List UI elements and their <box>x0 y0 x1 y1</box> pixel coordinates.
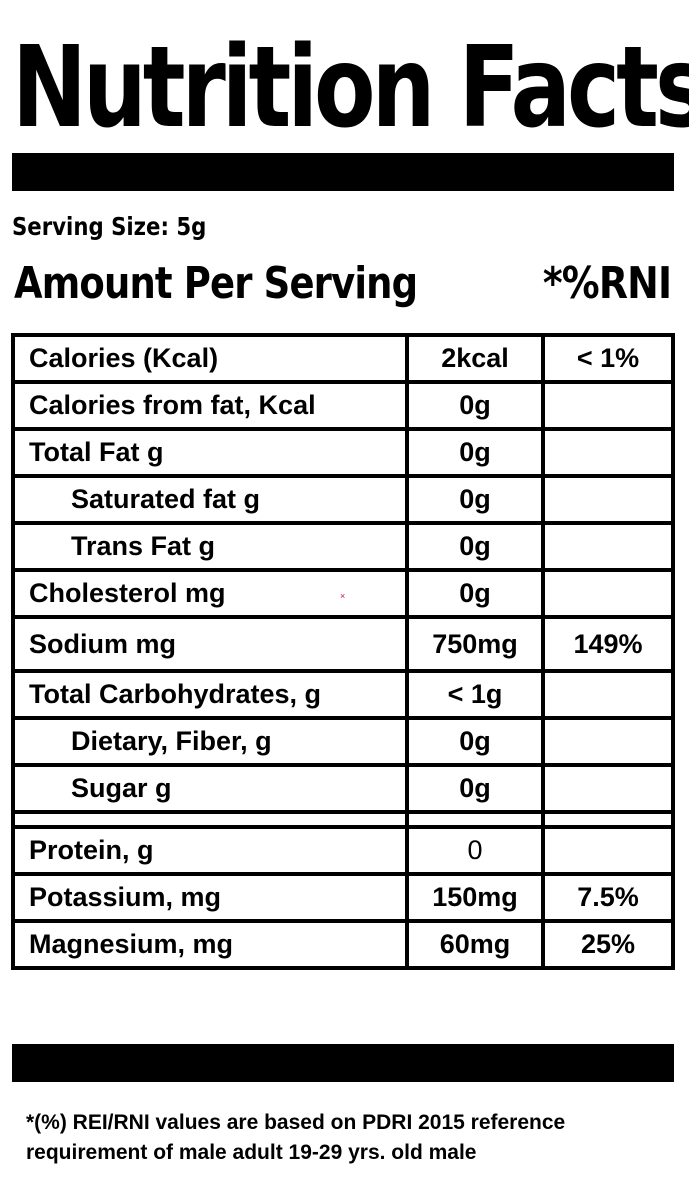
footnote-line-2: requirement of male adult 19-29 yrs. old… <box>26 1141 477 1164</box>
nutrient-amount <box>405 810 545 829</box>
nutrient-label: Cholesterol mg <box>11 568 409 619</box>
nutrient-rni <box>541 825 675 876</box>
footnote: *(%) REI/RNI values are based on PDRI 20… <box>26 1108 666 1168</box>
nutrient-label: Potassium, mg <box>11 872 409 923</box>
nutrient-rni: 7.5% <box>541 872 675 923</box>
nutrient-amount: 60mg <box>405 919 545 970</box>
table-row: Protein, g 0 <box>11 825 675 876</box>
nutrient-amount: 0g <box>405 568 545 619</box>
amount-per-serving-heading: Amount Per Serving <box>14 258 418 309</box>
nutrient-label: Saturated fat g <box>11 474 409 525</box>
nutrient-amount: 0 <box>405 825 545 876</box>
top-divider-bar <box>12 153 674 191</box>
nutrient-amount: 750mg <box>405 615 545 673</box>
nutrient-rni <box>541 716 675 767</box>
table-row: Potassium, mg 150mg 7.5% <box>11 872 675 923</box>
nutrient-amount: 0g <box>405 763 545 814</box>
nutrient-rni <box>541 763 675 814</box>
table-row: Calories (Kcal) 2kcal < 1% <box>11 333 675 384</box>
nutrient-rni <box>541 810 675 829</box>
nutrition-table: Calories (Kcal) 2kcal < 1% Calories from… <box>11 333 675 970</box>
table-row: Sodium mg 750mg 149% <box>11 615 675 673</box>
nutrient-amount: 0g <box>405 716 545 767</box>
nutrient-rni <box>541 568 675 619</box>
nutrient-amount: 0g <box>405 474 545 525</box>
table-row: Total Fat g 0g <box>11 427 675 478</box>
rni-heading: *%RNI <box>542 258 672 309</box>
nutrient-label: Dietary, Fiber, g <box>11 716 409 767</box>
nutrient-amount: 0g <box>405 427 545 478</box>
table-row: Trans Fat g 0g <box>11 521 675 572</box>
table-row: Saturated fat g 0g <box>11 474 675 525</box>
nutrient-rni: < 1% <box>541 333 675 384</box>
nutrient-label: Total Fat g <box>11 427 409 478</box>
nutrient-rni <box>541 380 675 431</box>
nutrient-label: Magnesium, mg <box>11 919 409 970</box>
table-row: Calories from fat, Kcal 0g <box>11 380 675 431</box>
nutrient-label: Sodium mg <box>11 615 409 673</box>
table-row-spacer <box>11 810 675 829</box>
nutrient-amount: < 1g <box>405 669 545 720</box>
nutrient-rni <box>541 427 675 478</box>
nutrient-label: Sugar g <box>11 763 409 814</box>
label-title: Nutrition Facts <box>12 23 689 153</box>
nutrient-label: Total Carbohydrates, g <box>11 669 409 720</box>
nutrient-label: Calories from fat, Kcal <box>11 380 409 431</box>
table-row: Total Carbohydrates, g < 1g <box>11 669 675 720</box>
table-row: Sugar g 0g <box>11 763 675 814</box>
nutrient-amount: 2kcal <box>405 333 545 384</box>
nutrient-rni: 25% <box>541 919 675 970</box>
serving-size: Serving Size: 5g <box>12 212 207 241</box>
nutrient-amount: 0g <box>405 521 545 572</box>
nutrient-amount: 150mg <box>405 872 545 923</box>
nutrient-amount: 0g <box>405 380 545 431</box>
table-row: Dietary, Fiber, g 0g <box>11 716 675 767</box>
nutrient-rni <box>541 669 675 720</box>
nutrient-rni <box>541 474 675 525</box>
nutrient-label <box>11 810 409 829</box>
stray-mark: × <box>340 591 346 601</box>
table-row: Magnesium, mg 60mg 25% <box>11 919 675 970</box>
nutrient-label: Protein, g <box>11 825 409 876</box>
nutrient-rni <box>541 521 675 572</box>
table-row: Cholesterol mg 0g <box>11 568 675 619</box>
footnote-line-1: *(%) REI/RNI values are based on PDRI 20… <box>26 1111 566 1134</box>
nutrient-label: Calories (Kcal) <box>11 333 409 384</box>
nutrient-label: Trans Fat g <box>11 521 409 572</box>
bottom-divider-bar <box>12 1044 674 1082</box>
nutrient-rni: 149% <box>541 615 675 673</box>
